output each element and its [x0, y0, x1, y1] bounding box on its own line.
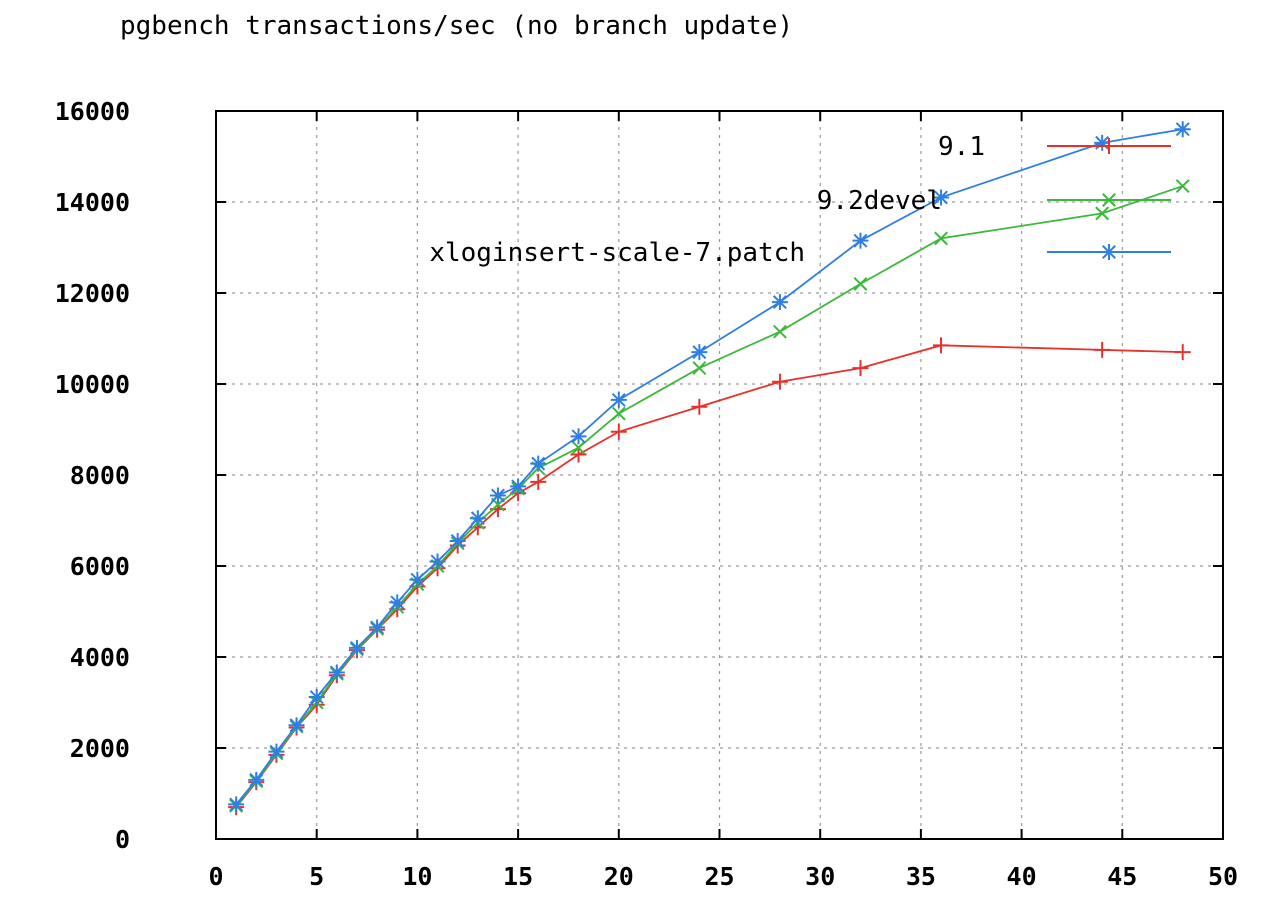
data-point [691, 344, 708, 361]
series-9-1 [228, 337, 1191, 816]
data-point [469, 510, 486, 527]
plot-frame [215, 110, 1224, 840]
data-point [1101, 244, 1117, 260]
x-tick-label: 5 [309, 862, 324, 891]
legend: 9.1 9.2devel xloginsert-scale-7.patch [429, 132, 1171, 268]
data-point [771, 294, 788, 311]
data-point [1094, 341, 1111, 358]
data-point [328, 664, 345, 681]
data-point [570, 428, 587, 445]
chart-title: pgbench transactions/sec (no branch upda… [120, 11, 793, 41]
data-point [933, 189, 950, 206]
y-tick-label: 10000 [55, 370, 130, 399]
y-tick-label: 14000 [55, 188, 130, 217]
x-tick-label: 20 [604, 862, 634, 891]
series-xloginsert-scale-7-patch [228, 121, 1191, 813]
data-point [610, 391, 627, 408]
y-tick-label: 12000 [55, 279, 130, 308]
data-point [934, 231, 948, 246]
data-point [852, 360, 869, 377]
y-tick-label: 6000 [70, 552, 130, 581]
series-line [235, 128, 1183, 805]
x-tick-label: 25 [704, 862, 734, 891]
x-tick-label: 30 [805, 862, 835, 891]
y-tick-label: 8000 [70, 461, 130, 490]
legend-label: 9.1 [938, 132, 985, 162]
data-point [571, 440, 586, 455]
series-line [235, 344, 1183, 808]
data-point [610, 423, 627, 440]
y-tick-label: 2000 [70, 734, 130, 763]
data-point [1094, 134, 1111, 151]
data-point [1175, 179, 1190, 194]
series-9-2devel [229, 179, 1190, 813]
data-point [771, 373, 788, 390]
x-tick-label: 35 [906, 862, 936, 891]
data-point [489, 487, 506, 504]
data-point [691, 398, 708, 415]
data-point [772, 324, 787, 339]
x-tick-label: 15 [503, 862, 533, 891]
legend-label: 9.2devel [817, 186, 942, 216]
data-point [1095, 206, 1110, 221]
data-point [389, 594, 406, 611]
data-point [510, 478, 527, 495]
data-point [611, 406, 626, 421]
data-point [852, 232, 869, 249]
data-point [530, 473, 547, 490]
y-tick-label: 4000 [70, 643, 130, 672]
data-point [530, 455, 547, 472]
data-point [308, 689, 325, 706]
data-point [369, 619, 386, 636]
data-point [1102, 193, 1116, 207]
grid [216, 111, 1223, 839]
data-point [409, 571, 426, 588]
data-point [1174, 344, 1191, 361]
y-tick-label: 0 [115, 825, 130, 854]
x-tick-label: 50 [1208, 862, 1238, 891]
data-point [933, 337, 950, 354]
data-point [1101, 138, 1117, 154]
data-point [429, 553, 446, 570]
data-point [1174, 121, 1191, 138]
x-tick-label: 45 [1107, 862, 1137, 891]
data-point [348, 639, 365, 656]
x-axis-ticks: 0 5 10 15 20 25 30 35 40 45 50 [208, 111, 1238, 891]
data-point [853, 276, 868, 291]
x-tick-label: 10 [402, 862, 432, 891]
data-point [288, 717, 305, 734]
data-point [248, 771, 265, 788]
legend-label: xloginsert-scale-7.patch [429, 238, 805, 268]
data-point [268, 743, 285, 760]
data-point [228, 796, 245, 813]
data-point [570, 446, 587, 463]
data-point [692, 361, 707, 376]
series-line [235, 185, 1184, 807]
y-tick-label: 16000 [55, 97, 130, 126]
series-lines [228, 121, 1191, 816]
data-point [449, 532, 466, 549]
x-tick-label: 0 [208, 862, 223, 891]
x-tick-label: 40 [1007, 862, 1037, 891]
y-axis-ticks: 0 2000 4000 6000 8000 10000 12000 14000 16000 [55, 97, 1223, 854]
